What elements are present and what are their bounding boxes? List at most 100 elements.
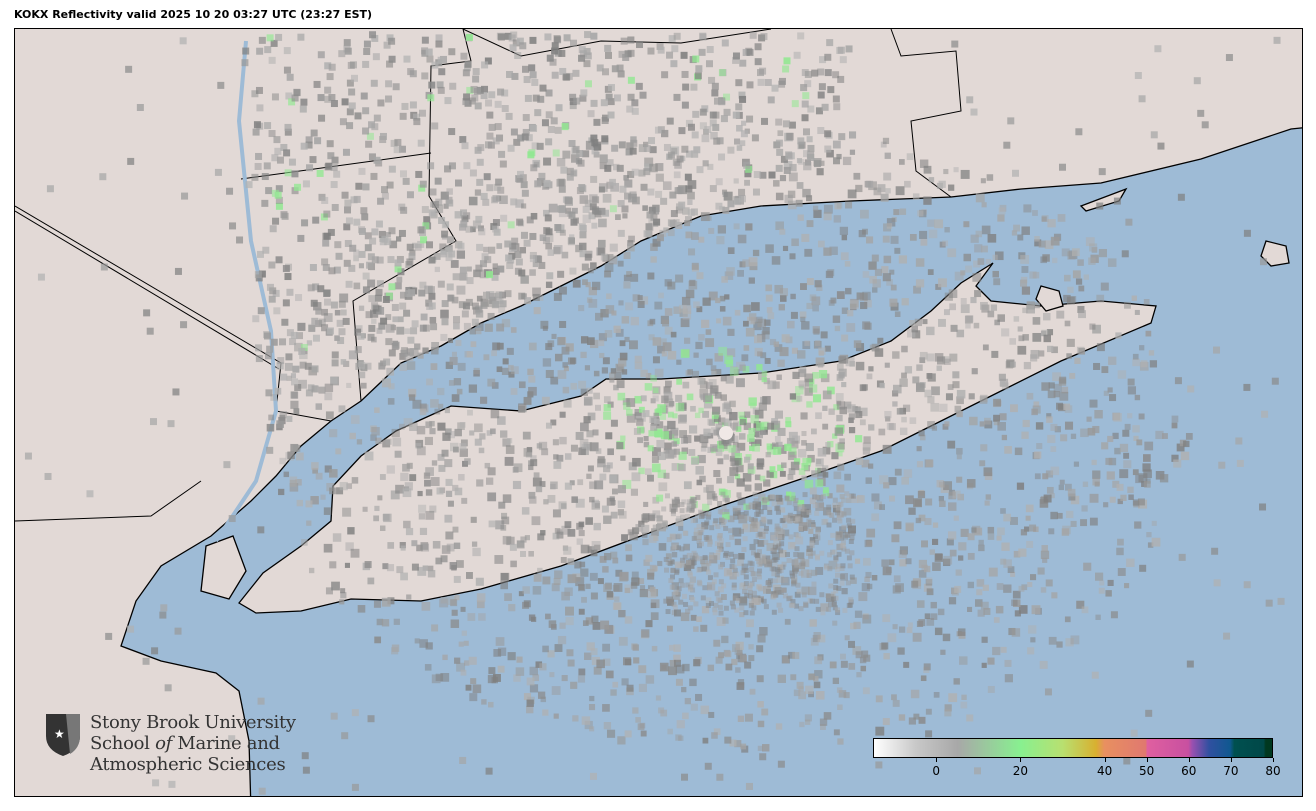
radar-echo bbox=[486, 184, 494, 192]
radar-echo bbox=[832, 504, 841, 513]
radar-echo bbox=[722, 316, 732, 326]
radar-echo bbox=[729, 411, 738, 421]
radar-echo bbox=[832, 502, 838, 508]
radar-echo bbox=[321, 324, 329, 332]
radar-echo bbox=[306, 164, 314, 172]
radar-echo bbox=[788, 602, 794, 608]
radar-echo bbox=[398, 229, 406, 237]
radar-echo bbox=[803, 161, 812, 171]
radar-echo bbox=[579, 50, 587, 58]
radar-echo bbox=[312, 216, 320, 224]
radar-echo bbox=[554, 528, 561, 534]
radar-echo bbox=[789, 573, 795, 579]
radar-echo bbox=[520, 275, 529, 284]
radar-echo bbox=[832, 140, 841, 149]
radar-echo bbox=[892, 585, 901, 594]
radar-echo bbox=[399, 423, 405, 430]
radar-echo bbox=[472, 68, 480, 76]
radar-echo bbox=[736, 478, 745, 487]
radar-echo bbox=[1017, 326, 1023, 332]
radar-echo bbox=[410, 327, 418, 335]
radar-echo bbox=[451, 394, 460, 402]
radar-echo bbox=[1135, 474, 1144, 484]
radar-echo bbox=[959, 656, 968, 665]
radar-echo bbox=[652, 395, 659, 402]
radar-echo bbox=[815, 458, 824, 467]
radar-echo bbox=[785, 417, 791, 423]
radar-echo bbox=[322, 239, 330, 247]
radar-echo bbox=[631, 472, 641, 482]
radar-echo bbox=[833, 578, 839, 584]
radar-echo bbox=[540, 530, 546, 536]
radar-echo bbox=[997, 214, 1005, 222]
radar-echo bbox=[501, 367, 510, 375]
radar-echo bbox=[1117, 370, 1127, 379]
radar-echo bbox=[939, 241, 946, 248]
radar-echo bbox=[811, 69, 819, 77]
radar-echo bbox=[563, 366, 569, 372]
radar-echo bbox=[318, 386, 326, 394]
radar-echo bbox=[587, 412, 596, 421]
radar-echo bbox=[1031, 605, 1041, 615]
radar-echo bbox=[722, 617, 729, 624]
radar-echo bbox=[942, 240, 948, 247]
radar-echo bbox=[1023, 204, 1032, 213]
radar-echo bbox=[554, 126, 562, 134]
radar-echo bbox=[803, 513, 809, 519]
radar-echo bbox=[1004, 446, 1012, 454]
radar-echo bbox=[400, 472, 409, 482]
radar-echo bbox=[638, 144, 647, 153]
radar-echo bbox=[753, 171, 761, 179]
radar-echo bbox=[694, 412, 701, 419]
radar-echo bbox=[324, 383, 334, 393]
radar-echo bbox=[325, 411, 334, 420]
radar-echo bbox=[308, 325, 316, 333]
radar-echo bbox=[491, 382, 499, 389]
radar-echo bbox=[800, 84, 808, 92]
radar-echo bbox=[778, 77, 786, 85]
radar-echo bbox=[458, 301, 466, 309]
radar-echo bbox=[355, 182, 363, 190]
radar-echo bbox=[757, 540, 765, 547]
radar-echo bbox=[488, 246, 496, 254]
radar-echo bbox=[600, 309, 609, 318]
radar-echo bbox=[680, 51, 688, 59]
radar-echo bbox=[669, 220, 677, 228]
radar-echo bbox=[1012, 599, 1021, 608]
radar-map[interactable] bbox=[14, 28, 1303, 797]
radar-echo bbox=[702, 503, 710, 512]
radar-echo bbox=[589, 726, 595, 732]
radar-echo bbox=[811, 581, 817, 587]
radar-echo bbox=[742, 48, 750, 56]
radar-echo bbox=[761, 376, 767, 383]
radar-echo bbox=[714, 391, 722, 399]
radar-echo bbox=[579, 94, 587, 102]
radar-echo bbox=[946, 538, 954, 546]
radar-echo bbox=[779, 228, 786, 235]
radar-echo bbox=[773, 557, 779, 563]
radar-echo bbox=[673, 654, 681, 663]
radar-echo bbox=[580, 388, 588, 396]
radar-echo bbox=[669, 644, 675, 651]
radar-echo bbox=[757, 562, 763, 568]
radar-echo bbox=[927, 421, 935, 429]
radar-echo bbox=[331, 359, 339, 367]
radar-echo bbox=[820, 724, 826, 730]
radar-echo bbox=[543, 499, 549, 505]
radar-echo bbox=[676, 378, 683, 385]
radar-echo bbox=[1134, 309, 1140, 315]
radar-echo bbox=[362, 107, 370, 115]
radar-echo bbox=[907, 329, 916, 338]
radar-echo bbox=[1213, 346, 1221, 354]
radar-echo bbox=[558, 501, 567, 510]
radar-echo bbox=[293, 444, 301, 452]
radar-echo bbox=[376, 618, 384, 626]
radar-echo bbox=[570, 444, 578, 452]
radar-echo bbox=[656, 494, 664, 502]
radar-echo bbox=[799, 311, 807, 319]
radar-echo bbox=[700, 559, 706, 565]
radar-echo bbox=[624, 616, 633, 624]
radar-echo bbox=[826, 39, 834, 47]
radar-echo bbox=[671, 601, 677, 607]
radar-echo bbox=[992, 270, 999, 278]
